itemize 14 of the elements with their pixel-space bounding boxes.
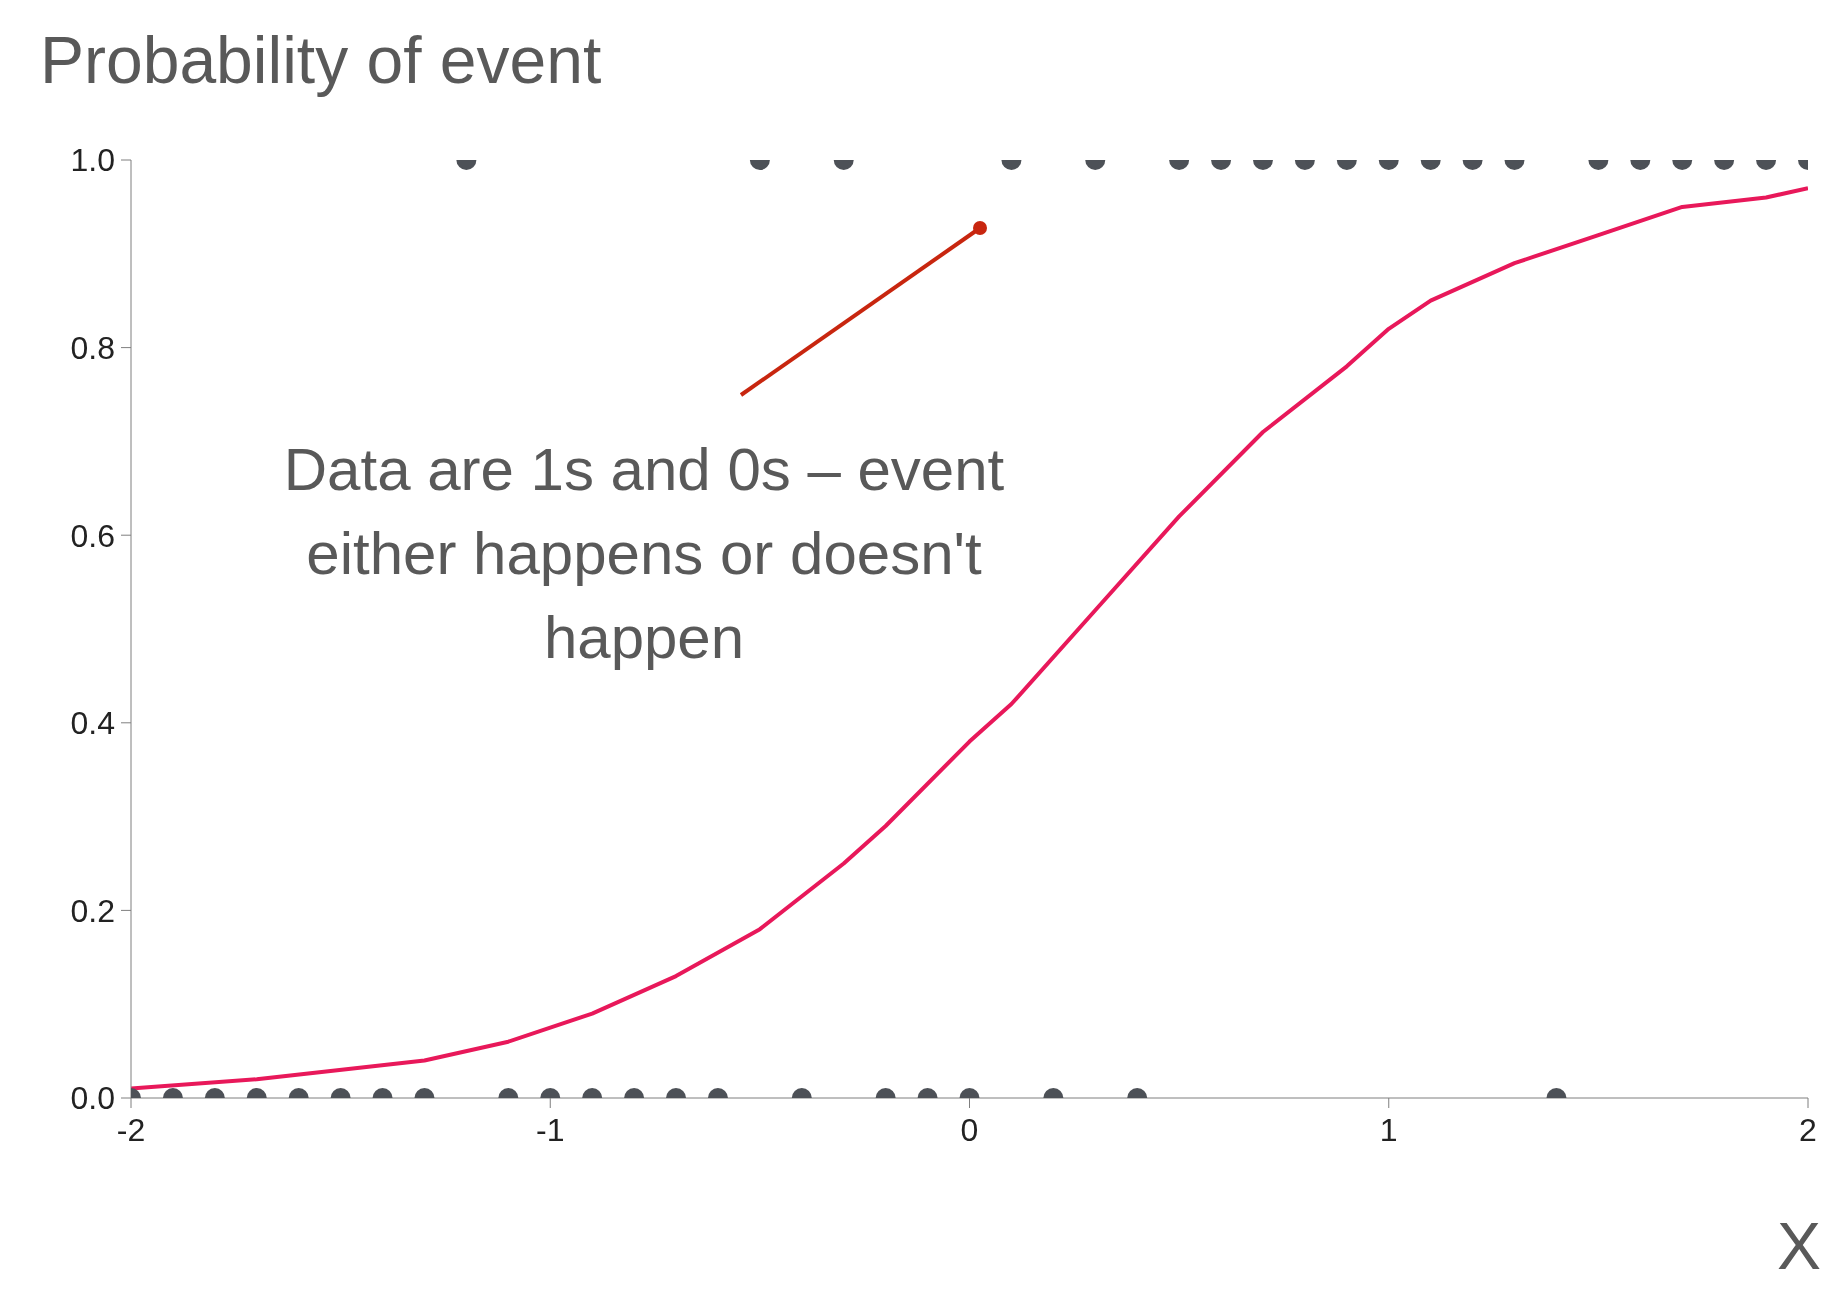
y-tick-label: 0.8	[70, 329, 115, 366]
y-tick-label: 1.0	[70, 142, 115, 179]
y-tick-label: 0.0	[70, 1080, 115, 1117]
y-tick-label: 0.4	[70, 705, 115, 742]
x-tick-label: 0	[960, 1111, 979, 1148]
x-tick-label: 1	[1379, 1111, 1398, 1148]
x-axis-title: X	[1776, 1208, 1821, 1284]
annotation: Data are 1s and 0s – event either happens or doesn't happen	[282, 435, 1006, 673]
y-tick-label: 0.6	[70, 517, 115, 554]
y-axis-title: Probability of event	[40, 22, 602, 98]
x-tick-label: -2	[116, 1111, 146, 1148]
x-tick-label: 2	[1799, 1111, 1817, 1148]
y-tick-label: 0.2	[70, 892, 115, 929]
x-tick-label: -1	[536, 1111, 565, 1148]
